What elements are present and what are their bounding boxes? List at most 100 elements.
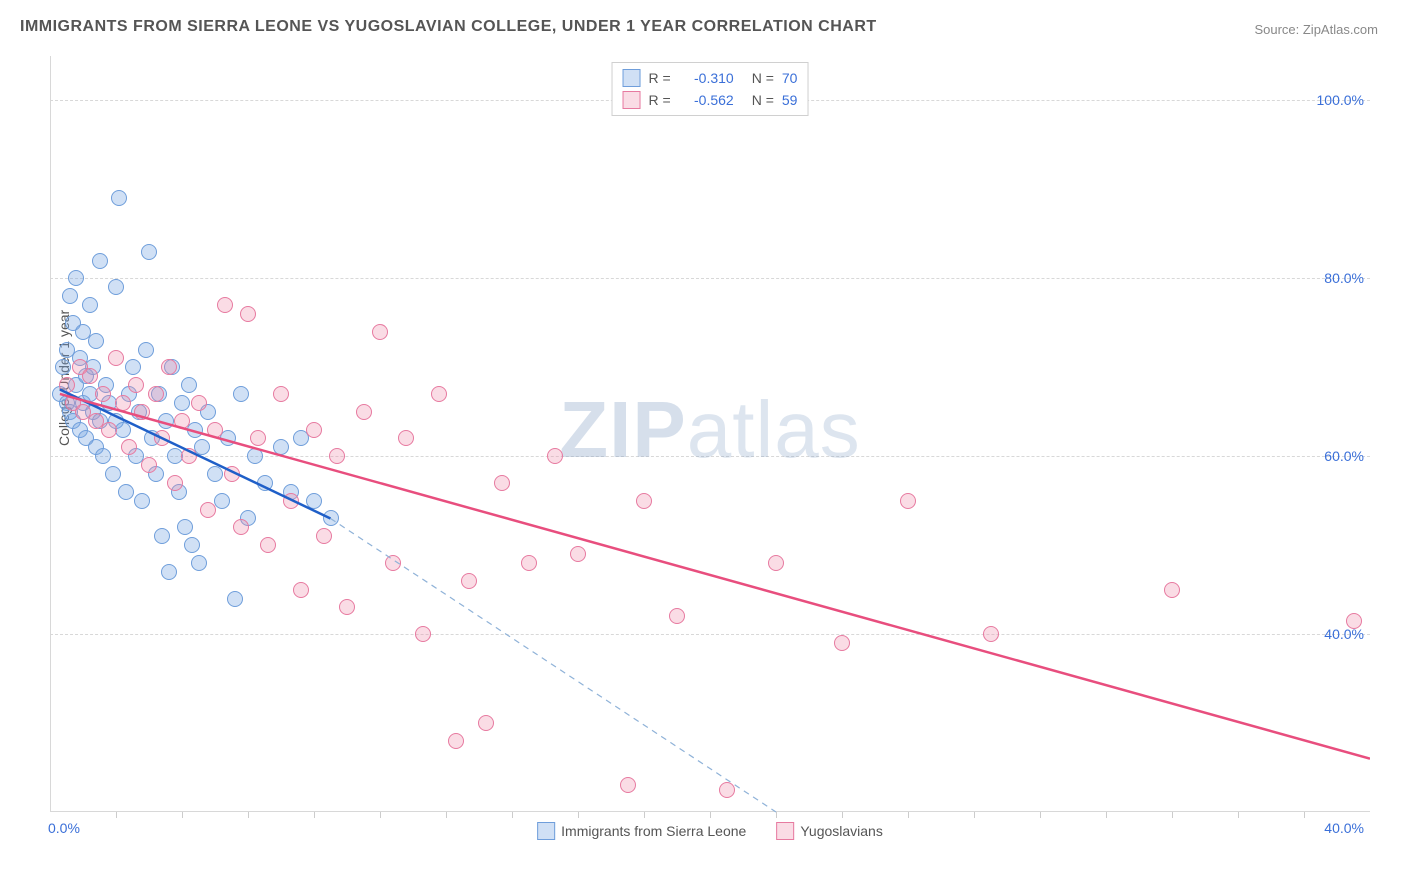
data-point — [448, 733, 464, 749]
watermark-rest: atlas — [687, 385, 861, 474]
y-tick-label: 60.0% — [1324, 448, 1364, 464]
data-point — [339, 599, 355, 615]
legend-series: Immigrants from Sierra Leone Yugoslavians — [537, 822, 883, 840]
y-tick-label: 40.0% — [1324, 626, 1364, 642]
x-tick-max: 40.0% — [1324, 820, 1364, 836]
data-point — [174, 395, 190, 411]
data-point — [494, 475, 510, 491]
data-point — [167, 475, 183, 491]
data-point — [257, 475, 273, 491]
data-point — [88, 333, 104, 349]
data-point — [187, 422, 203, 438]
data-point — [273, 386, 289, 402]
data-point — [768, 555, 784, 571]
data-point — [293, 582, 309, 598]
data-point — [111, 190, 127, 206]
data-point — [141, 244, 157, 260]
x-minor-tick — [710, 812, 711, 818]
data-point — [478, 715, 494, 731]
data-point — [547, 448, 563, 464]
x-minor-tick — [446, 812, 447, 818]
data-point — [134, 404, 150, 420]
x-minor-tick — [908, 812, 909, 818]
data-point — [108, 279, 124, 295]
x-minor-tick — [1040, 812, 1041, 818]
data-point — [161, 564, 177, 580]
x-tick-min: 0.0% — [48, 820, 80, 836]
data-point — [983, 626, 999, 642]
gridline — [50, 278, 1370, 279]
x-minor-tick — [1238, 812, 1239, 818]
y-axis — [50, 56, 51, 812]
data-point — [158, 413, 174, 429]
legend-label: Immigrants from Sierra Leone — [561, 823, 746, 839]
x-minor-tick — [182, 812, 183, 818]
data-point — [68, 270, 84, 286]
data-point — [148, 386, 164, 402]
data-point — [260, 537, 276, 553]
data-point — [55, 359, 71, 375]
data-point — [125, 359, 141, 375]
data-point — [247, 448, 263, 464]
legend-swatch — [776, 822, 794, 840]
data-point — [306, 493, 322, 509]
legend-swatch — [623, 69, 641, 87]
data-point — [323, 510, 339, 526]
data-point — [329, 448, 345, 464]
data-point — [138, 342, 154, 358]
r-label: R = — [649, 92, 671, 108]
data-point — [118, 484, 134, 500]
data-point — [385, 555, 401, 571]
x-minor-tick — [776, 812, 777, 818]
data-point — [207, 466, 223, 482]
r-value: -0.310 — [679, 70, 734, 86]
x-minor-tick — [314, 812, 315, 818]
source-prefix: Source: — [1254, 22, 1302, 37]
data-point — [220, 430, 236, 446]
legend-item: Yugoslavians — [776, 822, 883, 840]
data-point — [181, 448, 197, 464]
watermark: ZIPatlas — [559, 384, 860, 476]
data-point — [62, 288, 78, 304]
data-point — [108, 350, 124, 366]
x-minor-tick — [512, 812, 513, 818]
n-value: 59 — [782, 92, 798, 108]
legend-swatch — [623, 91, 641, 109]
n-label: N = — [752, 70, 774, 86]
data-point — [121, 439, 137, 455]
data-point — [233, 519, 249, 535]
n-value: 70 — [782, 70, 798, 86]
data-point — [92, 253, 108, 269]
r-label: R = — [649, 70, 671, 86]
legend-stat-row: R = -0.310 N = 70 — [623, 67, 798, 89]
data-point — [834, 635, 850, 651]
data-point — [1164, 582, 1180, 598]
data-point — [128, 377, 144, 393]
data-point — [669, 608, 685, 624]
data-point — [134, 493, 150, 509]
data-point — [900, 493, 916, 509]
data-point — [95, 386, 111, 402]
source-link[interactable]: ZipAtlas.com — [1303, 22, 1378, 37]
data-point — [283, 493, 299, 509]
x-minor-tick — [380, 812, 381, 818]
data-point — [250, 430, 266, 446]
legend-stat-row: R =-0.562N =59 — [623, 89, 798, 111]
x-minor-tick — [578, 812, 579, 818]
data-point — [82, 297, 98, 313]
data-point — [154, 430, 170, 446]
data-point — [240, 306, 256, 322]
x-minor-tick — [1304, 812, 1305, 818]
gridline — [50, 634, 1370, 635]
data-point — [233, 386, 249, 402]
data-point — [207, 422, 223, 438]
data-point — [59, 377, 75, 393]
data-point — [217, 297, 233, 313]
x-minor-tick — [1172, 812, 1173, 818]
data-point — [184, 537, 200, 553]
data-point — [636, 493, 652, 509]
data-point — [461, 573, 477, 589]
y-tick-label: 100.0% — [1317, 92, 1364, 108]
data-point — [431, 386, 447, 402]
data-point — [181, 377, 197, 393]
